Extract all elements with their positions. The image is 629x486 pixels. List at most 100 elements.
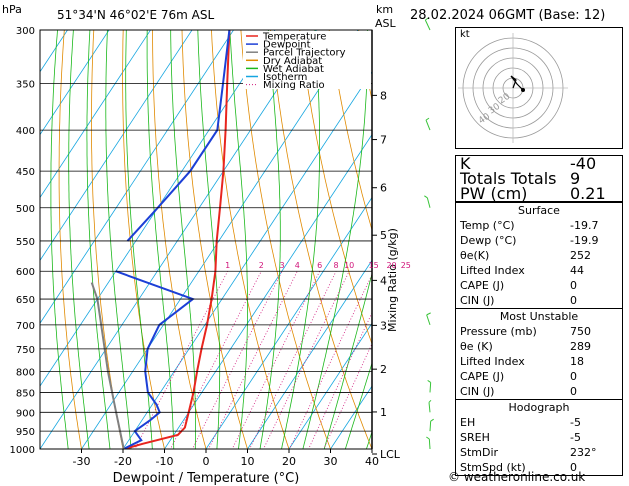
pressure-tick-label: 1000 <box>10 445 35 456</box>
hodograph-ring-label: 20 <box>497 92 512 107</box>
wind-barb-staff <box>428 438 431 450</box>
stat-label: StmDir <box>460 446 499 459</box>
unstable-section-title: Most Unstable <box>456 308 622 324</box>
pressure-tick-label: 600 <box>16 267 35 278</box>
hodo-row: StmDir 232° <box>456 445 622 460</box>
legend-item-label: Isotherm <box>263 72 307 83</box>
stat-value: 0 <box>570 461 577 474</box>
stat-value: 232° <box>570 446 597 459</box>
surface-row: CAPE (J) 0 <box>456 278 622 293</box>
x-tick-label: 20 <box>282 455 296 468</box>
stat-label: Temp (°C) <box>460 219 515 232</box>
wind-barb-flag <box>425 17 429 21</box>
stat-value: 252 <box>570 249 591 262</box>
series-line-dewpoint <box>115 270 195 449</box>
index-row-k: K -40 <box>456 154 622 173</box>
plot-area <box>40 30 372 449</box>
hodo-row: SREH -5 <box>456 430 622 445</box>
pressure-tick-label: 400 <box>16 126 35 137</box>
stat-value: 18 <box>570 355 584 368</box>
stat-value: -19.7 <box>570 219 599 232</box>
unstable-row: CIN (J) 0 <box>456 384 622 399</box>
pressure-tick-label: 850 <box>16 388 35 399</box>
wet-adiabat-line <box>281 30 320 449</box>
indices-top-table: K -40 Totals Totals 9 PW (cm) 0.21 <box>455 155 623 202</box>
x-tick-label: -10 <box>156 455 174 468</box>
wet-adiabat-line <box>146 30 175 449</box>
dry-adiabat-line <box>181 30 248 449</box>
unstable-row: Lifted Index 18 <box>456 354 622 369</box>
hodograph-section-title: Hodograph <box>456 399 622 415</box>
dry-adiabat-line <box>122 30 165 449</box>
index-value: 9 <box>570 169 581 188</box>
wet-adiabat-line <box>323 271 372 449</box>
wet-adiabat-line <box>68 30 90 449</box>
stat-label: Lifted Index <box>460 355 525 368</box>
pressure-tick-label: 800 <box>16 367 35 378</box>
wet-adiabat-line <box>344 361 372 449</box>
dry-adiabat-line <box>152 30 207 449</box>
km-tick-label: 4 <box>380 274 387 287</box>
pressure-tick-label: 350 <box>16 80 35 91</box>
wet-adiabat-line <box>86 30 111 449</box>
index-value: 0.21 <box>570 184 606 203</box>
mixing-ratio-line <box>308 311 372 449</box>
mixing-ratio-line <box>134 271 229 449</box>
isotherm-line <box>40 30 152 199</box>
km-tick-label: 8 <box>380 89 387 102</box>
pressure-tick-label: 700 <box>16 321 35 332</box>
pressure-tick-label: 550 <box>16 237 35 248</box>
pressure-tick-label: 750 <box>16 345 35 356</box>
stat-value: 0 <box>570 370 577 383</box>
km-tick-label: 5 <box>380 229 387 242</box>
unstable-row: θe (K) 289 <box>456 339 622 354</box>
isotherm-line <box>40 30 193 262</box>
isotherm-line <box>40 30 110 136</box>
wind-barb-flag <box>427 380 431 383</box>
stat-value: 44 <box>570 264 584 277</box>
pressure-tick-label: 300 <box>16 26 35 37</box>
isotherm-line <box>40 30 235 324</box>
pressure-tick-label: 650 <box>16 295 35 306</box>
legend-item-label: Mixing Ratio <box>263 80 325 91</box>
copyright-link[interactable]: © weatheronline.co.uk <box>448 470 586 484</box>
wind-barb-staff <box>429 421 432 432</box>
wind-barb-flag <box>426 436 430 440</box>
wind-barb-staff <box>429 382 432 393</box>
stat-label: θe (K) <box>460 340 493 353</box>
wind-barb-flag <box>426 312 431 316</box>
wet-adiabat-line <box>170 30 196 449</box>
legend-background <box>243 31 371 89</box>
mixing-ratio-line <box>249 271 337 449</box>
surface-row: CIN (J) 0 <box>456 293 622 308</box>
dry-adiabat-line <box>211 30 290 449</box>
dry-adiabat-line <box>58 30 82 449</box>
mixing-ratio-axis-label: Mixing Ratio (g/kg) <box>386 228 399 332</box>
stat-value: -5 <box>570 431 581 444</box>
index-label: K <box>460 154 471 173</box>
surface-row: Dewp (°C) -19.9 <box>456 233 622 248</box>
stat-label: Lifted Index <box>460 264 525 277</box>
km-tick-label: 1 <box>380 406 387 419</box>
wind-barb-flag <box>425 117 430 121</box>
stat-value: 750 <box>570 325 591 338</box>
mixing-ratio-label: 4 <box>295 261 300 270</box>
stat-value: 0 <box>570 385 577 398</box>
wet-adiabat-line <box>50 30 69 449</box>
x-tick-label: 10 <box>241 455 255 468</box>
km-tick-label: 7 <box>380 134 387 147</box>
stat-label: θe(K) <box>460 249 490 262</box>
wet-adiabat-line <box>259 30 281 449</box>
mixing-ratio-line <box>208 271 298 449</box>
asl-label: ASL <box>375 17 396 30</box>
mixing-ratio-line <box>263 271 350 449</box>
km-tick-label: 2 <box>380 363 387 376</box>
legend-item-label: Dewpoint <box>263 40 311 51</box>
stat-label: CAPE (J) <box>460 370 505 383</box>
x-tick-label: 40 <box>365 455 379 468</box>
wind-barb-staff <box>426 197 431 208</box>
series-line-temperature <box>123 30 231 449</box>
